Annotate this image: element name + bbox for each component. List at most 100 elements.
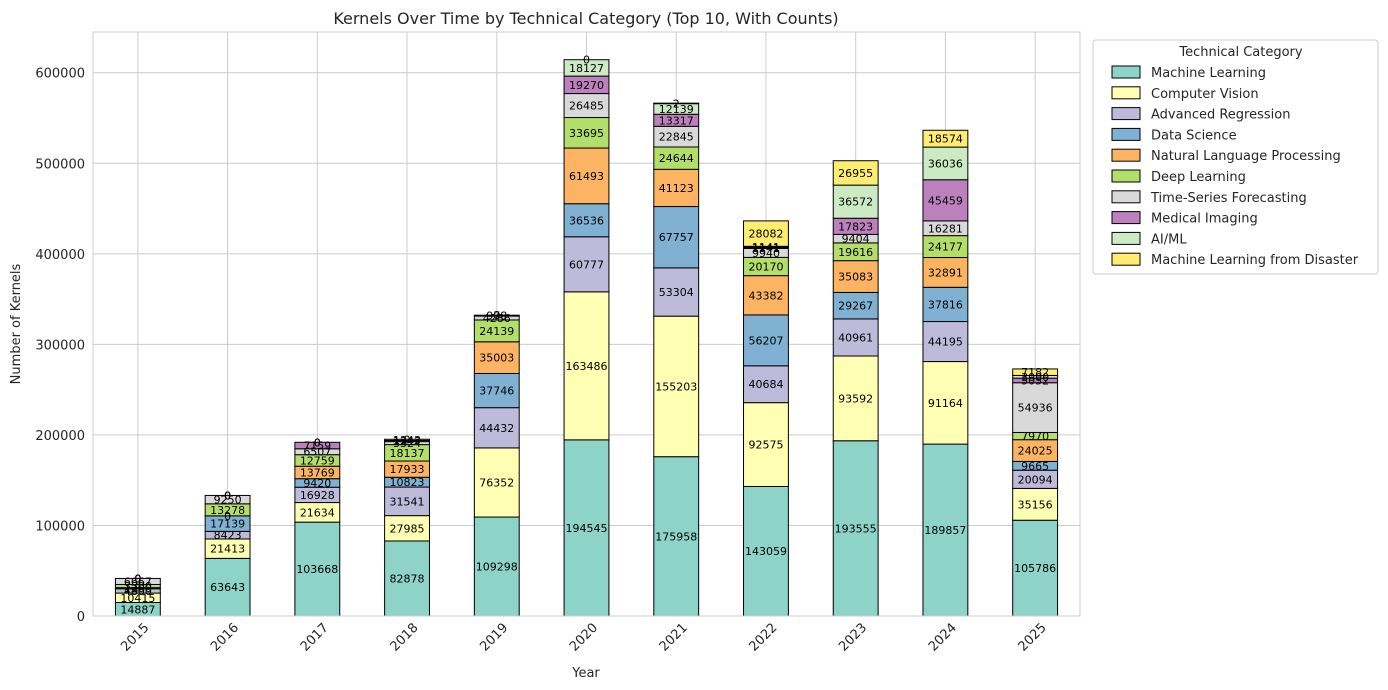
- segment-value-label: 0: [224, 489, 231, 502]
- segment-value-label: 9250: [214, 494, 242, 507]
- segment-value-label: 9940: [752, 247, 780, 260]
- y-axis-label: Number of Kernels: [9, 263, 24, 384]
- x-tick-label: 2024: [926, 621, 960, 655]
- bar-segment: [563, 59, 610, 77]
- bar-segment: [743, 275, 789, 316]
- segment-value-label: 36572: [838, 196, 873, 209]
- segment-value-label: 28082: [748, 228, 783, 241]
- bar-segment: [832, 291, 879, 320]
- segment-value-label: 143059: [745, 545, 787, 558]
- segment-value-label: 41123: [659, 182, 694, 195]
- legend-title: Technical Category: [1178, 45, 1303, 60]
- legend-swatch: [1111, 211, 1141, 225]
- segment-value-label: 0: [134, 582, 141, 595]
- legend-label: Data Science: [1151, 128, 1237, 143]
- segment-value-label: 0: [493, 309, 500, 322]
- segment-value-label: 40961: [838, 331, 873, 344]
- segment-value-label: 10415: [120, 592, 155, 605]
- bar-segment: [473, 314, 520, 317]
- bar-segment: [922, 321, 969, 363]
- segment-value-label: 0: [224, 489, 231, 502]
- y-tick-label: 200000: [35, 429, 85, 444]
- bar-segment: [832, 440, 879, 617]
- legend-swatch: [1111, 127, 1141, 141]
- x-tick-label: 2018: [388, 621, 422, 655]
- bars: [114, 59, 1059, 617]
- segment-value-label: 12759: [300, 454, 335, 467]
- legend-label: Machine Learning: [1151, 66, 1266, 81]
- segment-value-label: 0: [583, 54, 590, 67]
- legend-swatch: [1111, 65, 1141, 79]
- segment-value-label: 978: [486, 310, 507, 323]
- segment-value-label: 0: [134, 572, 141, 585]
- bar-segment: [832, 318, 879, 357]
- segment-value-label: 37816: [928, 298, 963, 311]
- bar-segment: [473, 447, 520, 518]
- segment-value-label: 20094: [1018, 473, 1053, 486]
- segment-value-label: 21634: [300, 506, 335, 519]
- segment-value-label: 1343: [393, 434, 421, 447]
- segment-value-label: 3500: [124, 580, 152, 593]
- segment-value-label: 35083: [838, 271, 873, 284]
- legend-swatch: [1111, 231, 1141, 245]
- segment-value-label: 14887: [120, 603, 155, 616]
- x-axis-ticks: 2015 2016 2017 2018 2019 2020 2021 2022 2023 2024…: [118, 621, 1049, 655]
- segment-value-label: 26955: [838, 167, 873, 180]
- bar-segment: [473, 407, 520, 449]
- segment-value-label: 24025: [1018, 445, 1053, 458]
- segment-value-label: 0: [314, 436, 321, 449]
- segment-value-label: 0: [134, 572, 141, 585]
- chart-title: Kernels Over Time by Technical Category …: [333, 9, 838, 28]
- legend-label: Advanced Regression: [1151, 108, 1290, 123]
- bar-segment: [743, 365, 789, 404]
- segment-value-label: 35156: [1018, 498, 1053, 511]
- segment-value-label: 193555: [835, 522, 877, 535]
- legend-swatch: [1111, 148, 1141, 162]
- segment-value-label: 22845: [659, 131, 694, 144]
- segment-value-label: 18574: [928, 133, 963, 146]
- segment-value-label: 93592: [838, 392, 873, 405]
- bar-segment: [922, 179, 969, 222]
- segment-value-label: 109298: [476, 561, 518, 574]
- segment-value-label: 82878: [390, 572, 425, 585]
- segment-value-label: 63643: [210, 581, 245, 594]
- legend: Technical Category Machine Learning Compu…: [1092, 39, 1379, 275]
- segment-value-label: 43382: [748, 289, 783, 302]
- segment-value-label: 1242: [393, 435, 421, 448]
- bar-segment: [294, 521, 341, 617]
- segment-value-label: 33695: [569, 127, 604, 140]
- y-tick-label: 100000: [35, 519, 85, 534]
- segment-value-label: 0: [493, 309, 500, 322]
- bar-segment: [653, 315, 700, 458]
- bar-segment: [384, 438, 430, 441]
- segment-value-label: 44195: [928, 336, 963, 349]
- segment-value-label: 0: [404, 433, 411, 446]
- bar-segment: [922, 257, 969, 288]
- legend-swatch: [1111, 107, 1141, 121]
- bar-segment: [653, 267, 700, 317]
- segment-value-label: 24644: [659, 152, 694, 165]
- legend-label: AI/ML: [1151, 232, 1187, 247]
- segment-value-label: 24177: [928, 241, 963, 254]
- segment-value-label: 32891: [928, 266, 963, 279]
- segment-value-label: 91164: [928, 397, 963, 410]
- bar-segment: [743, 485, 789, 617]
- segment-value-label: 9404: [842, 233, 870, 246]
- bar-segment: [922, 146, 969, 181]
- bar-segment: [384, 515, 430, 542]
- bar-segment: [1012, 368, 1059, 376]
- bar-segment: [384, 486, 430, 517]
- bar-segment: [473, 516, 520, 617]
- bar-segment: [1012, 382, 1059, 433]
- segment-value-label: 4286: [483, 312, 511, 325]
- segment-value-label: 40684: [748, 378, 783, 391]
- x-tick-label: 2020: [567, 621, 601, 655]
- y-tick-label: 500000: [35, 157, 85, 172]
- segment-value-label: 5052: [1021, 374, 1049, 387]
- y-tick-label: 0: [77, 610, 85, 625]
- bar-segment: [832, 184, 879, 219]
- legend-swatch: [1111, 169, 1141, 183]
- plot-frame: [92, 31, 1081, 617]
- bar-segment: [743, 220, 789, 247]
